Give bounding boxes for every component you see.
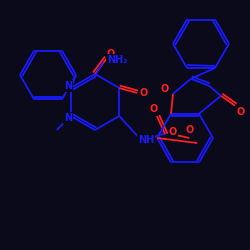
Text: N: N (64, 113, 72, 123)
Text: O: O (139, 88, 147, 98)
Text: O: O (161, 84, 169, 94)
Text: O: O (169, 127, 177, 137)
Text: O: O (237, 107, 245, 117)
Text: O: O (107, 49, 115, 59)
Text: O: O (149, 104, 157, 114)
Text: O: O (185, 125, 193, 135)
Text: N: N (64, 81, 72, 91)
Text: NH: NH (138, 135, 154, 145)
Text: NH₂: NH₂ (107, 55, 127, 65)
